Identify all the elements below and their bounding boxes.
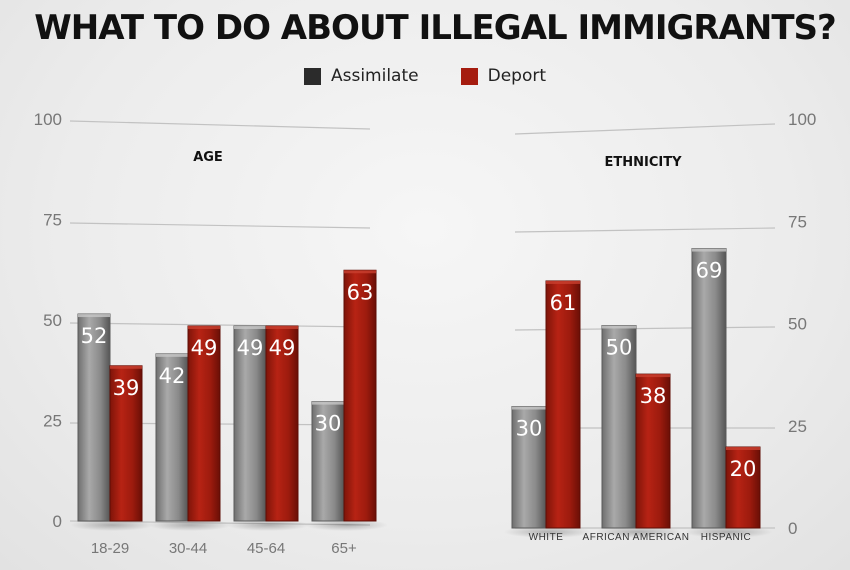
panel-title-age: AGE: [193, 150, 223, 165]
bar-cap-ethnicity-african-american-assimilate: [602, 325, 636, 329]
y-tick-label-age-100: 100: [34, 110, 62, 129]
legend-item-deport: Deport: [460, 66, 547, 86]
y-tick-label-age-25: 25: [43, 412, 62, 431]
category-label-ethnicity-african-american: AFRICAN AMERICAN: [583, 532, 690, 543]
category-label-age-65: 65+: [331, 540, 357, 557]
category-label-age-30-44: 30-44: [169, 540, 207, 557]
value-label-ethnicity-african-american-assimilate: 50: [606, 336, 633, 360]
bar-shadow-ethnicity-african-american: [593, 526, 683, 538]
chart-title: WHAT TO DO ABOUT ILLEGAL IMMIGRANTS?: [34, 8, 836, 48]
value-label-age-18-29-assimilate: 52: [81, 324, 108, 348]
bar-age-18-29-assimilate: [77, 313, 111, 522]
category-label-ethnicity-hispanic: HISPANIC: [701, 532, 752, 543]
bar-age-65-deport: [343, 269, 377, 522]
panel-title-ethnicity: ETHNICITY: [604, 155, 682, 170]
category-label-age-45-64: 45-64: [247, 540, 285, 557]
value-label-age-65-deport: 63: [347, 280, 374, 304]
value-label-age-30-44-deport: 49: [191, 336, 218, 360]
bar-shadow-ethnicity-hispanic: [683, 526, 773, 538]
y-tick-label-ethnicity-0: 0: [788, 519, 797, 538]
y-tick-label-age-50: 50: [43, 311, 62, 330]
value-label-ethnicity-hispanic-assimilate: 69: [696, 259, 723, 283]
bar-shadow-age-18-29: [70, 519, 154, 531]
value-label-ethnicity-white-deport: 61: [550, 291, 577, 315]
bar-ethnicity-white-assimilate: [511, 406, 547, 529]
gridline-age-100: [69, 120, 371, 130]
bar-age-65-assimilate: [311, 401, 345, 522]
value-label-age-45-64-assimilate: 49: [237, 336, 264, 360]
bar-cap-age-45-64-assimilate: [234, 325, 266, 329]
bar-shadow-ethnicity-white: [503, 526, 593, 538]
bar-cap-age-30-44-deport: [188, 325, 220, 329]
category-label-ethnicity-white: WHITE: [529, 532, 564, 543]
legend-item-assimilate: Assimilate: [303, 66, 419, 86]
bar-cap-ethnicity-hispanic-assimilate: [692, 248, 726, 252]
gridline-ethnicity-100: [514, 123, 776, 135]
y-tick-label-ethnicity-100: 100: [788, 110, 816, 129]
legend: Assimilate Deport: [0, 66, 850, 86]
legend-swatch-deport: [460, 67, 478, 85]
value-label-ethnicity-white-assimilate: 30: [516, 417, 543, 441]
y-tick-label-age-0: 0: [53, 512, 62, 531]
value-label-ethnicity-african-american-deport: 38: [640, 384, 667, 408]
value-label-age-65-assimilate: 30: [315, 412, 342, 436]
y-tick-label-ethnicity-25: 25: [788, 417, 807, 436]
bar-shadow-age-30-44: [148, 519, 232, 531]
category-label-age-18-29: 18-29: [91, 540, 129, 557]
value-label-age-45-64-deport: 49: [269, 336, 296, 360]
bar-cap-age-18-29-deport: [110, 365, 142, 369]
bar-cap-age-65-deport: [344, 270, 376, 274]
bar-cap-age-18-29-assimilate: [78, 314, 110, 318]
bar-cap-ethnicity-white-assimilate: [512, 406, 546, 410]
bar-age-30-44-deport: [187, 325, 221, 522]
bar-age-45-64-deport: [265, 325, 299, 522]
legend-swatch-assimilate: [303, 67, 321, 85]
value-label-age-30-44-assimilate: 42: [159, 364, 186, 388]
legend-label-deport: Deport: [487, 66, 547, 86]
gridline-ethnicity-75: [514, 227, 776, 233]
bar-shadow-age-45-64: [226, 519, 310, 531]
gridline-age-75: [69, 222, 371, 229]
bar-ethnicity-white-deport: [545, 280, 581, 529]
legend-label-assimilate: Assimilate: [330, 66, 419, 86]
value-label-ethnicity-hispanic-deport: 20: [730, 457, 757, 481]
bar-shadow-age-65: [304, 519, 388, 531]
y-tick-label-ethnicity-50: 50: [788, 315, 807, 334]
bar-cap-age-65-assimilate: [312, 401, 344, 405]
gridline-age-50: [69, 322, 371, 328]
bar-cap-ethnicity-white-deport: [546, 280, 580, 284]
y-tick-label-ethnicity-75: 75: [788, 212, 807, 231]
bar-cap-ethnicity-hispanic-deport: [726, 447, 760, 450]
value-label-age-18-29-deport: 39: [113, 376, 140, 400]
bar-cap-age-45-64-deport: [266, 325, 298, 329]
bar-age-18-29-deport: [109, 365, 143, 522]
bar-ethnicity-hispanic-assimilate: [691, 248, 727, 529]
bar-age-30-44-assimilate: [155, 353, 189, 522]
y-tick-label-age-75: 75: [43, 211, 62, 230]
bar-cap-age-30-44-assimilate: [156, 353, 188, 357]
bar-cap-ethnicity-african-american-deport: [636, 374, 670, 378]
bar-ethnicity-african-american-deport: [635, 373, 671, 529]
